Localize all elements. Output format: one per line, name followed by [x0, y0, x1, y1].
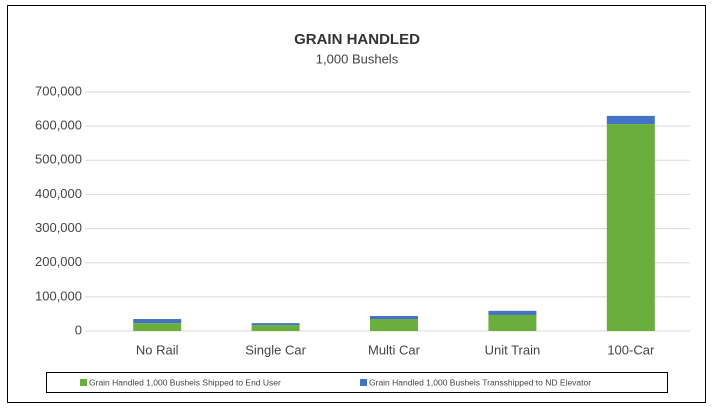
x-tick-label: No Rail: [136, 342, 179, 357]
bar-segment: [488, 314, 537, 331]
x-tick-label: Single Car: [245, 342, 306, 357]
bar-segment: [133, 323, 182, 331]
legend-swatch: [80, 379, 87, 386]
legend-swatch: [360, 379, 367, 386]
y-tick-label: 500,000: [35, 152, 82, 167]
bar-segment: [370, 319, 418, 331]
x-tick-label: Unit Train: [485, 342, 541, 357]
chart-title: GRAIN HANDLED: [294, 31, 420, 48]
y-tick-label: 200,000: [35, 254, 82, 269]
x-tick-label: Multi Car: [368, 342, 421, 357]
legend: [46, 372, 668, 393]
bar-segment: [606, 115, 655, 125]
y-tick-label: 100,000: [35, 288, 82, 303]
bar-segment: [251, 325, 300, 331]
y-tick-label: 700,000: [35, 83, 82, 98]
legend-label: Grain Handled 1,000 Bushels Transshipped…: [369, 377, 591, 387]
bar-segment: [133, 319, 182, 324]
bar-segment: [370, 315, 418, 320]
y-tick-label: 0: [75, 322, 82, 337]
y-tick-label: 300,000: [35, 220, 82, 235]
y-tick-label: 400,000: [35, 186, 82, 201]
chart-subtitle: 1,000 Bushels: [316, 51, 399, 66]
bar-segment: [606, 124, 655, 331]
chart-border: [7, 5, 706, 403]
bar-segment: [251, 323, 300, 326]
x-tick-label: 100-Car: [607, 342, 655, 357]
y-tick-label: 600,000: [35, 118, 82, 133]
bar-segment: [488, 310, 537, 315]
legend-label: Grain Handled 1,000 Bushels Shipped to E…: [89, 377, 281, 387]
